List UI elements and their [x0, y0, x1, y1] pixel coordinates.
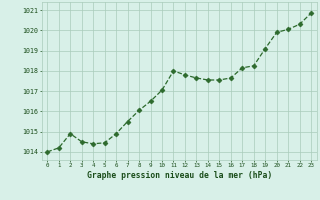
X-axis label: Graphe pression niveau de la mer (hPa): Graphe pression niveau de la mer (hPa) — [87, 171, 272, 180]
